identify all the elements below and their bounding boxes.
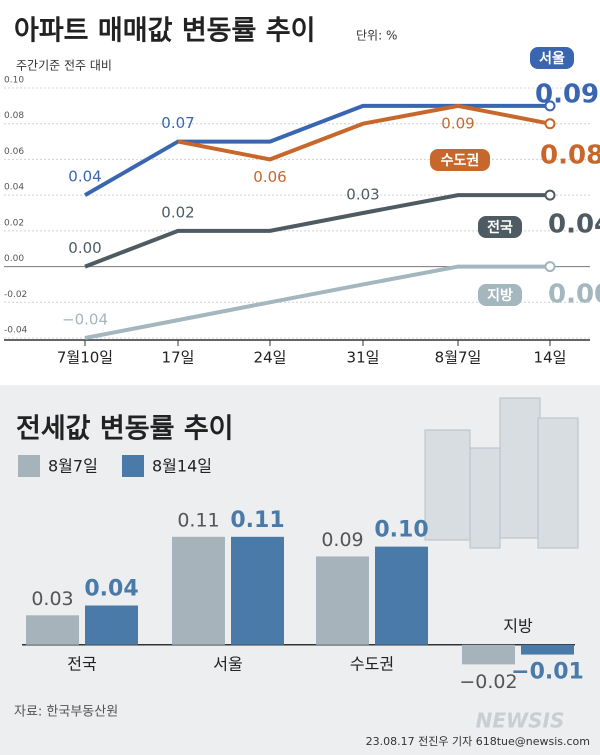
y-tick-label: 0.06 [4,147,24,157]
end-value-label: 0.04 [548,210,600,240]
data-label: 0.11 [177,509,219,531]
bar [231,536,284,645]
legend-badge [530,47,574,69]
legend-badge [430,149,490,171]
end-value-label: 0.09 [535,80,599,110]
data-label: 0.11 [230,508,284,533]
data-label: 0.09 [321,529,363,551]
legend-swatch [122,455,144,477]
data-label: 0.10 [374,518,428,543]
bar [172,536,225,645]
unit-label: 단위: % [356,29,397,43]
x-tick-label: 17일 [162,349,195,367]
bar [462,644,515,665]
chart-title: 전세값 변동률 추이 [16,414,234,445]
end-marker [544,118,556,130]
top-background [0,0,600,385]
end-marker [544,261,556,273]
legend-label: 서울 [539,50,565,67]
series-line [84,193,550,269]
data-label: 0.00 [68,239,101,257]
watermark: NEWSIS [476,709,565,733]
credit: 23.08.17 전진우 기자 618tue@newsis.com [366,735,590,748]
data-label: 0.04 [84,577,138,602]
end-value-label: 0.00 [548,280,600,310]
x-tick-label: 수도권 [350,654,394,673]
data-label: −0.01 [511,660,584,685]
x-tick-label: 14일 [534,349,567,367]
data-label: 0.07 [161,114,194,132]
y-tick-label: -0.02 [4,290,27,300]
y-tick-label: 0.04 [4,183,24,193]
legend-badge [478,284,522,306]
legend-label: 지방 [487,287,513,304]
data-label: 0.04 [68,168,101,186]
bar [375,546,428,645]
data-label: 0.09 [441,114,474,132]
data-label: 0.02 [161,203,194,221]
chart-title: 아파트 매매값 변동률 추이 [14,16,315,47]
x-tick-label: 7월10일 [57,349,113,367]
series-line [84,103,550,197]
data-label: 0.06 [253,168,286,186]
x-tick-label: 24일 [254,349,287,367]
data-label: 0.03 [31,588,73,610]
end-value-label: 0.08 [540,141,600,171]
bar [521,644,574,655]
legend-label: 8월14일 [152,457,212,476]
x-tick-label: 8월7일 [435,349,482,367]
bar [316,556,369,645]
y-tick-label: 0.10 [4,76,24,86]
source: 자료: 한국부동산원 [14,705,118,720]
x-tick-label: 서울 [213,654,242,673]
y-tick-label: 0.00 [4,254,24,264]
x-tick-label: 전국 [67,654,96,673]
legend-label: 수도권 [441,153,480,169]
bar [85,605,138,645]
y-tick-label: 0.02 [4,218,24,228]
end-marker [544,100,556,112]
legend-swatch [18,455,40,477]
x-tick-label: 지방 [503,616,533,635]
subtitle: 주간기준 전주 대비 [16,59,112,73]
data-label: 0.03 [346,186,379,204]
data-label: −0.02 [459,671,517,693]
series-line [84,264,550,340]
y-tick-label: 0.08 [4,111,24,121]
legend-badge [478,216,522,238]
data-label: −0.04 [62,311,108,329]
legend-label: 전국 [487,219,513,236]
series-line [177,103,551,162]
x-tick-label: 31일 [347,349,380,367]
buildings-icon [424,397,579,549]
end-marker [544,189,556,201]
y-tick-label: -0.04 [4,326,28,336]
legend-label: 8월7일 [48,457,98,476]
bar [26,615,79,645]
